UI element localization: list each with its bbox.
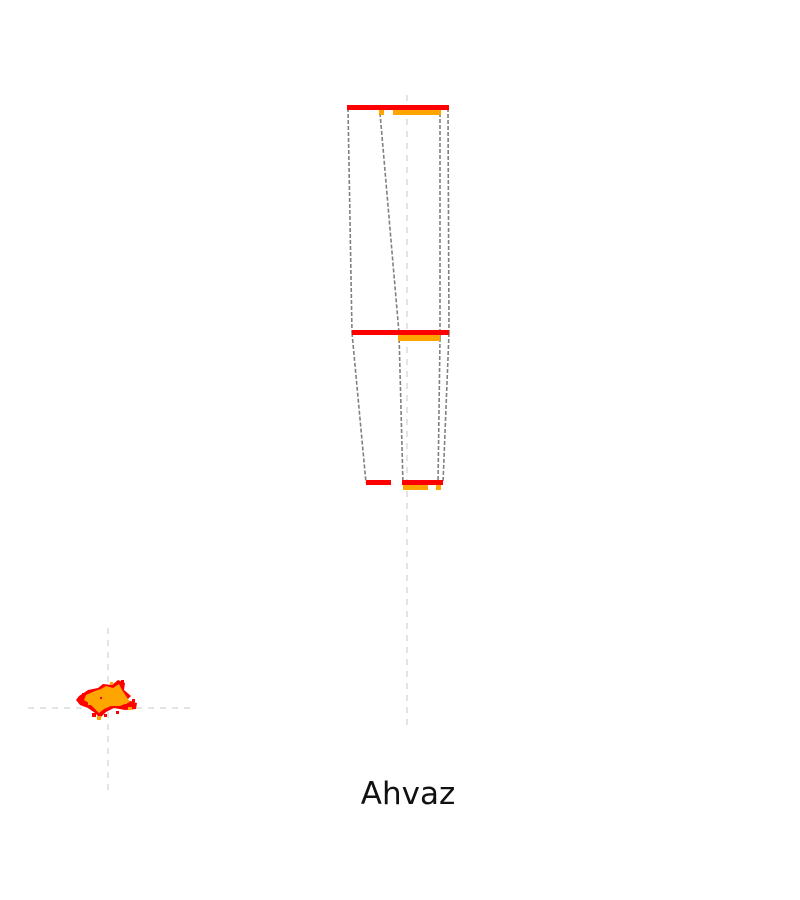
connector-right-bottom <box>442 332 450 484</box>
city-name-label: Ahvaz <box>360 776 456 812</box>
bar-expansion-top <box>393 110 441 115</box>
bar-expansion-middle <box>398 335 440 341</box>
bar-expansion-top-small <box>379 110 384 115</box>
guide-lines <box>28 95 408 790</box>
footprint-speckle <box>92 713 96 717</box>
bar-core-bottom-right <box>402 480 443 485</box>
connector-inner-bottom <box>398 332 404 486</box>
bar-core-middle <box>352 330 449 335</box>
footprint-speckle <box>82 693 85 696</box>
connector-right-top <box>447 107 450 334</box>
connector-inner-top <box>379 112 400 334</box>
bar-group-middle <box>352 330 449 341</box>
footprint-speckle <box>132 699 135 702</box>
connector-left-bottom <box>351 332 367 484</box>
footprint-speckle <box>116 711 119 714</box>
footprint-speckle <box>97 716 101 720</box>
footprint-speckle <box>100 697 102 699</box>
connector-right-inner-bottom <box>437 337 441 486</box>
footprint-speckle <box>104 714 107 717</box>
connector-lines <box>347 107 450 486</box>
bar-expansion-bottom <box>403 485 428 490</box>
footprint-speckle <box>124 701 127 704</box>
footprint-speckle <box>110 682 113 685</box>
bar-expansion-bottom-small <box>436 485 441 490</box>
urban-footprint-blob <box>76 680 137 720</box>
footprint-expansion-area <box>84 684 130 713</box>
connector-left-top <box>347 107 353 334</box>
footprint-speckles <box>82 680 135 720</box>
bar-core-top <box>347 105 449 110</box>
bar-group-bottom <box>366 480 443 490</box>
footprint-speckle <box>88 702 91 705</box>
bar-group-top <box>347 105 449 115</box>
footprint-speckle <box>121 680 124 683</box>
footprint-speckle <box>128 707 132 710</box>
bar-core-bottom-left <box>366 480 391 485</box>
